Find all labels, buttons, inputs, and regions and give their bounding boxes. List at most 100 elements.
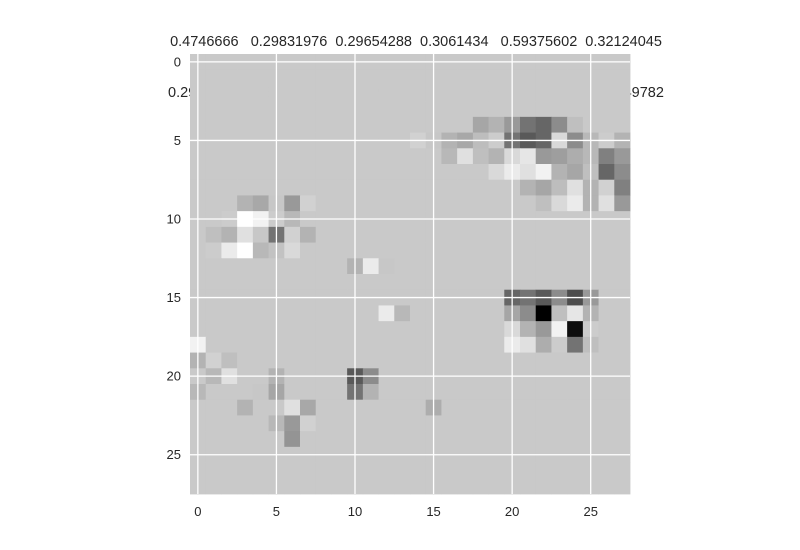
- heatmap-cell: [598, 116, 615, 133]
- heatmap-cell: [205, 148, 222, 165]
- heatmap-cell: [488, 478, 505, 495]
- x-tick-label: 20: [505, 504, 519, 519]
- heatmap-cell: [551, 462, 568, 479]
- heatmap-cell: [598, 85, 615, 102]
- heatmap-cell: [441, 415, 458, 432]
- heatmap-cell: [567, 148, 584, 165]
- heatmap-cell: [535, 164, 552, 181]
- heatmap-cell: [457, 101, 474, 118]
- heatmap-cell: [237, 101, 254, 118]
- heatmap-cell: [472, 478, 489, 495]
- heatmap-cell: [300, 321, 317, 338]
- heatmap-cell: [284, 415, 301, 432]
- heatmap-cell: [410, 195, 427, 212]
- heatmap-cell: [551, 69, 568, 86]
- heatmap-cell: [520, 148, 537, 165]
- heatmap-cell: [221, 195, 238, 212]
- heatmap-cell: [331, 336, 348, 353]
- heatmap-cell: [551, 226, 568, 243]
- heatmap-cell: [205, 274, 222, 291]
- heatmap-cell: [457, 305, 474, 322]
- heatmap-cell: [520, 258, 537, 275]
- heatmap-cell: [394, 116, 411, 133]
- heatmap-cell: [378, 164, 395, 181]
- heatmap-cell: [535, 69, 552, 86]
- heatmap-cell: [315, 226, 332, 243]
- heatmap-cell: [237, 274, 254, 291]
- heatmap-cell: [598, 195, 615, 212]
- heatmap-cell: [520, 321, 537, 338]
- heatmap-cell: [410, 258, 427, 275]
- heatmap-cell: [551, 164, 568, 181]
- heatmap-cell: [237, 352, 254, 369]
- heatmap-cell: [457, 399, 474, 416]
- heatmap-cell: [598, 384, 615, 401]
- heatmap-cell: [221, 431, 238, 448]
- heatmap-cell: [520, 179, 537, 196]
- heatmap-cell: [362, 336, 379, 353]
- heatmap-cell: [614, 164, 631, 181]
- heatmap-cell: [551, 415, 568, 432]
- heatmap-cell: [300, 399, 317, 416]
- heatmap-cell: [315, 258, 332, 275]
- heatmap-cell: [315, 274, 332, 291]
- heatmap-cell: [378, 321, 395, 338]
- heatmap-cell: [362, 415, 379, 432]
- heatmap-cell: [457, 352, 474, 369]
- heatmap-cell: [614, 431, 631, 448]
- heatmap-cell: [300, 226, 317, 243]
- heatmap-cell: [535, 462, 552, 479]
- heatmap-cell: [441, 258, 458, 275]
- heatmap-cell: [567, 258, 584, 275]
- heatmap-cell: [362, 195, 379, 212]
- heatmap-cell: [488, 116, 505, 133]
- heatmap-cell: [252, 242, 269, 259]
- heatmap-cell: [221, 399, 238, 416]
- heatmap-cell: [441, 69, 458, 86]
- heatmap-cell: [237, 242, 254, 259]
- heatmap-cell: [551, 321, 568, 338]
- heatmap-cell: [535, 384, 552, 401]
- heatmap-cell: [331, 274, 348, 291]
- y-tick-label: 5: [174, 133, 181, 148]
- heatmap-cell: [315, 101, 332, 118]
- heatmap-cell: [488, 101, 505, 118]
- heatmap-cell: [378, 274, 395, 291]
- heatmap-cell: [284, 195, 301, 212]
- heatmap-cell: [457, 242, 474, 259]
- heatmap-cell: [205, 478, 222, 495]
- heatmap-cell: [614, 148, 631, 165]
- heatmap-cell: [535, 116, 552, 133]
- heatmap-cell: [410, 384, 427, 401]
- heatmap-cell: [331, 148, 348, 165]
- heatmap-cell: [472, 399, 489, 416]
- heatmap-cell: [488, 321, 505, 338]
- heatmap-cell: [441, 179, 458, 196]
- heatmap-cell: [300, 116, 317, 133]
- heatmap-cell: [205, 321, 222, 338]
- heatmap-cell: [488, 399, 505, 416]
- heatmap-cell: [252, 336, 269, 353]
- heatmap-cell: [378, 148, 395, 165]
- heatmap-cell: [472, 274, 489, 291]
- heatmap-cell: [378, 305, 395, 322]
- heatmap-cell: [252, 69, 269, 86]
- heatmap-cell: [300, 242, 317, 259]
- heatmap-cell: [520, 384, 537, 401]
- heatmap-cell: [520, 336, 537, 353]
- heatmap-cell: [284, 85, 301, 102]
- heatmap-cell: [252, 164, 269, 181]
- heatmap-cell: [284, 164, 301, 181]
- heatmap-cell: [252, 399, 269, 416]
- heatmap-cell: [457, 69, 474, 86]
- heatmap-cell: [457, 462, 474, 479]
- heatmap-cell: [362, 399, 379, 416]
- heatmap-cell: [567, 85, 584, 102]
- heatmap-cell: [535, 431, 552, 448]
- heatmap-cell: [237, 195, 254, 212]
- heatmap-cell: [598, 305, 615, 322]
- heatmap-cell: [362, 431, 379, 448]
- heatmap-cell: [378, 69, 395, 86]
- heatmap-cell: [205, 85, 222, 102]
